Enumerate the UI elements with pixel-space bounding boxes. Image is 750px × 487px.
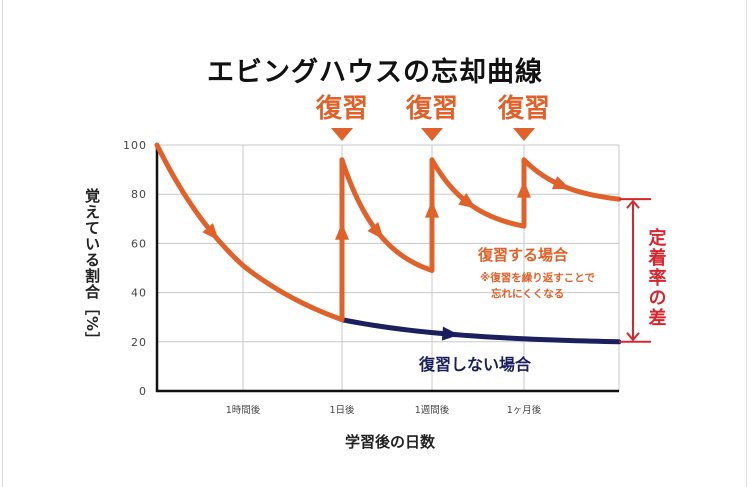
review-curve-segment <box>339 157 435 273</box>
no-review-case-label: 復習しない場合 <box>418 355 532 374</box>
review-note-line-1: ※復習を繰り返すことで <box>480 271 595 284</box>
y-tick-label: 40 <box>131 287 147 300</box>
y-tick-label: 60 <box>131 237 147 250</box>
y-axis-label: 覚えている割合［%］ <box>83 188 101 349</box>
difference-up-arrow-icon <box>626 199 640 209</box>
review-marker-triangle-icon <box>513 128 535 141</box>
review-marker-label: 復習 <box>315 93 368 124</box>
chart-title: エビングハウスの忘却曲線 <box>207 57 543 88</box>
x-axis-label: 学習後の日数 <box>344 433 435 451</box>
curve-down-arrow-icon <box>551 176 571 190</box>
review-curve-segment <box>521 157 622 202</box>
review-case-label: 復習する場合 <box>477 246 569 264</box>
review-up-arrow-icon <box>335 222 349 240</box>
y-tick-label: 20 <box>131 336 147 349</box>
x-tick-label: 1時間後 <box>226 404 261 416</box>
y-tick-label: 0 <box>139 385 147 398</box>
review-curve-segment <box>429 157 527 229</box>
curve-down-arrow-icon <box>367 221 384 240</box>
x-tick-label: 1ヶ月後 <box>507 404 542 416</box>
difference-label: 定着率の差 <box>646 227 668 328</box>
review-marker-triangle-icon <box>331 128 353 141</box>
y-tick-label: 80 <box>131 188 147 201</box>
review-curve-segment <box>154 142 345 323</box>
curve-down-arrow-icon <box>202 223 219 241</box>
x-tick-label: 1週間後 <box>415 404 450 416</box>
no-review-arrow-icon <box>441 326 460 341</box>
curve-down-arrow-icon <box>458 193 477 209</box>
x-tick-label: 1日後 <box>329 404 355 416</box>
review-up-arrow-icon <box>425 200 439 218</box>
review-marker-label: 復習 <box>405 93 458 124</box>
review-note-line-2: 忘れにくくなる <box>491 287 564 300</box>
y-tick-label: 100 <box>123 139 147 152</box>
difference-down-arrow-icon <box>626 332 640 342</box>
review-up-arrow-icon <box>517 180 531 198</box>
review-marker-label: 復習 <box>497 93 550 124</box>
no-review-curve <box>339 317 622 345</box>
review-marker-triangle-icon <box>421 128 443 141</box>
